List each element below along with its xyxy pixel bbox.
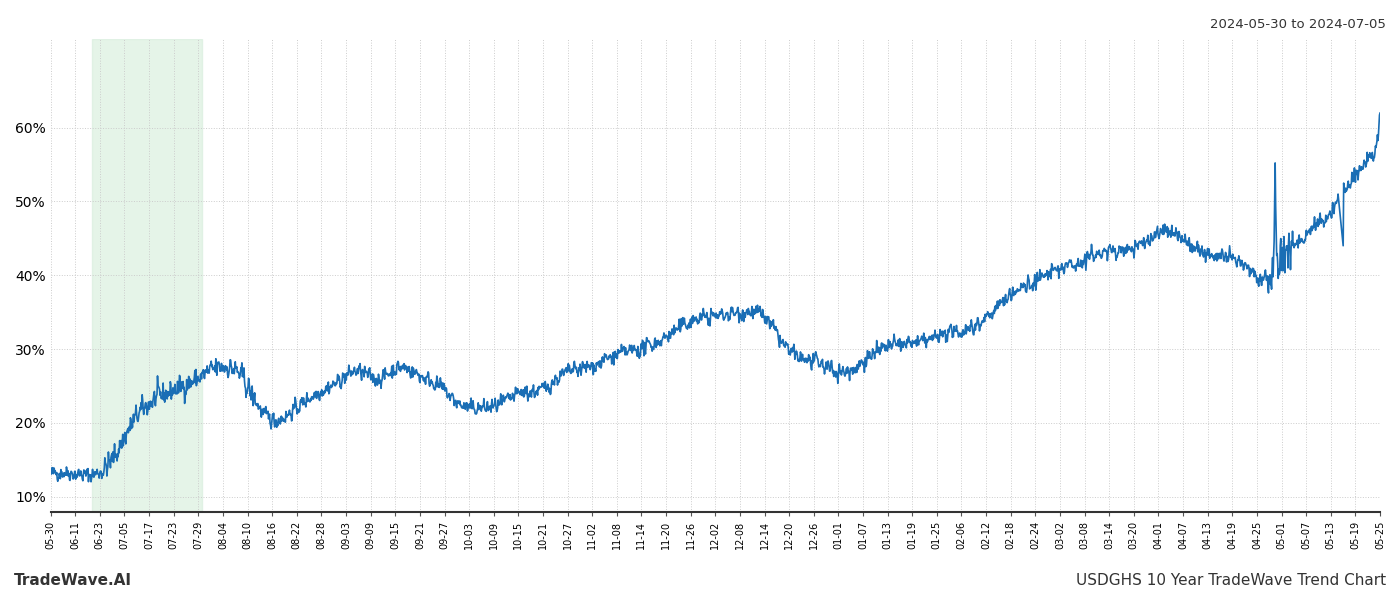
Bar: [91, 39, 202, 512]
Text: TradeWave.AI: TradeWave.AI: [14, 573, 132, 588]
Text: 2024-05-30 to 2024-07-05: 2024-05-30 to 2024-07-05: [1210, 18, 1386, 31]
Text: USDGHS 10 Year TradeWave Trend Chart: USDGHS 10 Year TradeWave Trend Chart: [1075, 573, 1386, 588]
